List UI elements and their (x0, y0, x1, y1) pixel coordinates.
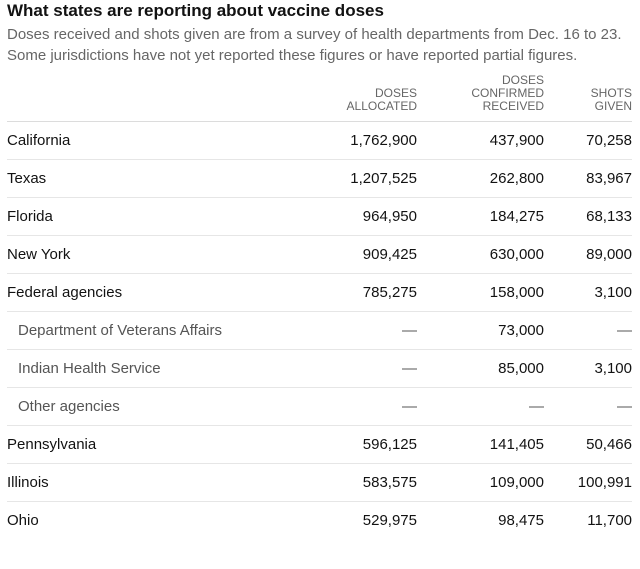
row-name: Pennsylvania (7, 425, 307, 464)
header-line: Doses (374, 86, 417, 100)
header-line: Shots (590, 86, 632, 100)
row-received: 73,000 (417, 311, 544, 350)
row-given: 68,133 (544, 197, 632, 236)
row-name: California (7, 121, 307, 160)
page-subtitle: Doses received and shots given are from … (7, 26, 622, 64)
row-name: Department of Veterans Affairs (7, 311, 307, 350)
row-given: 100,991 (544, 463, 632, 502)
row-given: 89,000 (544, 235, 632, 274)
row-received: 109,000 (417, 463, 544, 502)
row-received: 437,900 (417, 121, 544, 160)
row-name: New York (7, 235, 307, 274)
table-body: California 1,762,900 437,900 70,258 Texa… (7, 121, 632, 540)
row-name: Ohio (7, 511, 39, 529)
row-given: 70,258 (544, 121, 632, 160)
table-row: Federal agencies 785,275 158,000 3,100 (7, 273, 632, 312)
row-received: 158,000 (417, 273, 544, 312)
table-subrow: Department of Veterans Affairs — 73,000 … (7, 311, 632, 350)
row-name: Florida (7, 197, 307, 236)
table-row: Pennsylvania 596,125 141,405 50,466 (7, 425, 632, 464)
table-row: California 1,762,900 437,900 70,258 (7, 121, 632, 160)
table-subrow: Indian Health Service — 85,000 3,100 (7, 349, 632, 388)
row-received: 184,275 (417, 197, 544, 236)
row-allocated: — (307, 311, 417, 350)
header-line: received (482, 99, 544, 113)
row-allocated: 964,950 (307, 197, 417, 236)
header-line: Doses (501, 73, 544, 87)
doses-table: Doses allocated Doses confirmed received… (7, 74, 632, 539)
vaccine-doses-table-graphic: What states are reporting about vaccine … (7, 1, 632, 539)
row-received: — (417, 387, 544, 426)
table-header: Doses allocated Doses confirmed received… (7, 74, 632, 122)
table-subrow: Other agencies — — — (7, 387, 632, 426)
header-doses-confirmed-received: Doses confirmed received (417, 74, 544, 122)
header-line: allocated (346, 99, 417, 113)
header-state (7, 74, 307, 122)
row-allocated: 596,125 (307, 425, 417, 464)
row-allocated: 785,275 (307, 273, 417, 312)
row-received: 630,000 (417, 235, 544, 274)
row-received: 85,000 (417, 349, 544, 388)
row-received: 141,405 (417, 425, 544, 464)
row-received: 98,475 (498, 511, 544, 529)
row-allocated: 529,975 (362, 511, 417, 529)
row-allocated: 583,575 (307, 463, 417, 502)
header-line: confirmed (471, 86, 544, 100)
row-given: 83,967 (544, 159, 632, 198)
row-given: 50,466 (544, 425, 632, 464)
header-shots-given: Shots given (544, 74, 632, 122)
header-row: Doses allocated Doses confirmed received… (7, 74, 632, 122)
table-row: Ohio 529,975 98,475 11,700 (7, 502, 632, 540)
row-allocated: 1,762,900 (307, 121, 417, 160)
row-given: 11,700 (587, 511, 632, 529)
row-given: 3,100 (544, 273, 632, 312)
row-given: 3,100 (544, 349, 632, 388)
row-name: Other agencies (7, 387, 307, 426)
header-doses-allocated: Doses allocated (307, 74, 417, 122)
row-name: Texas (7, 159, 307, 198)
table-row: Florida 964,950 184,275 68,133 (7, 197, 632, 236)
row-given: — (544, 387, 632, 426)
row-name: Indian Health Service (7, 349, 307, 388)
row-name: Illinois (7, 463, 307, 502)
row-given: — (544, 311, 632, 350)
row-allocated: — (307, 387, 417, 426)
page-title: What states are reporting about vaccine … (7, 1, 384, 20)
table-row: Illinois 583,575 109,000 100,991 (7, 463, 632, 502)
table-row: New York 909,425 630,000 89,000 (7, 235, 632, 274)
row-name: Federal agencies (7, 273, 307, 312)
row-allocated: 1,207,525 (307, 159, 417, 198)
row-received: 262,800 (417, 159, 544, 198)
row-allocated: — (307, 349, 417, 388)
row-allocated: 909,425 (307, 235, 417, 274)
table-row: Texas 1,207,525 262,800 83,967 (7, 159, 632, 198)
header-line: given (594, 99, 632, 113)
